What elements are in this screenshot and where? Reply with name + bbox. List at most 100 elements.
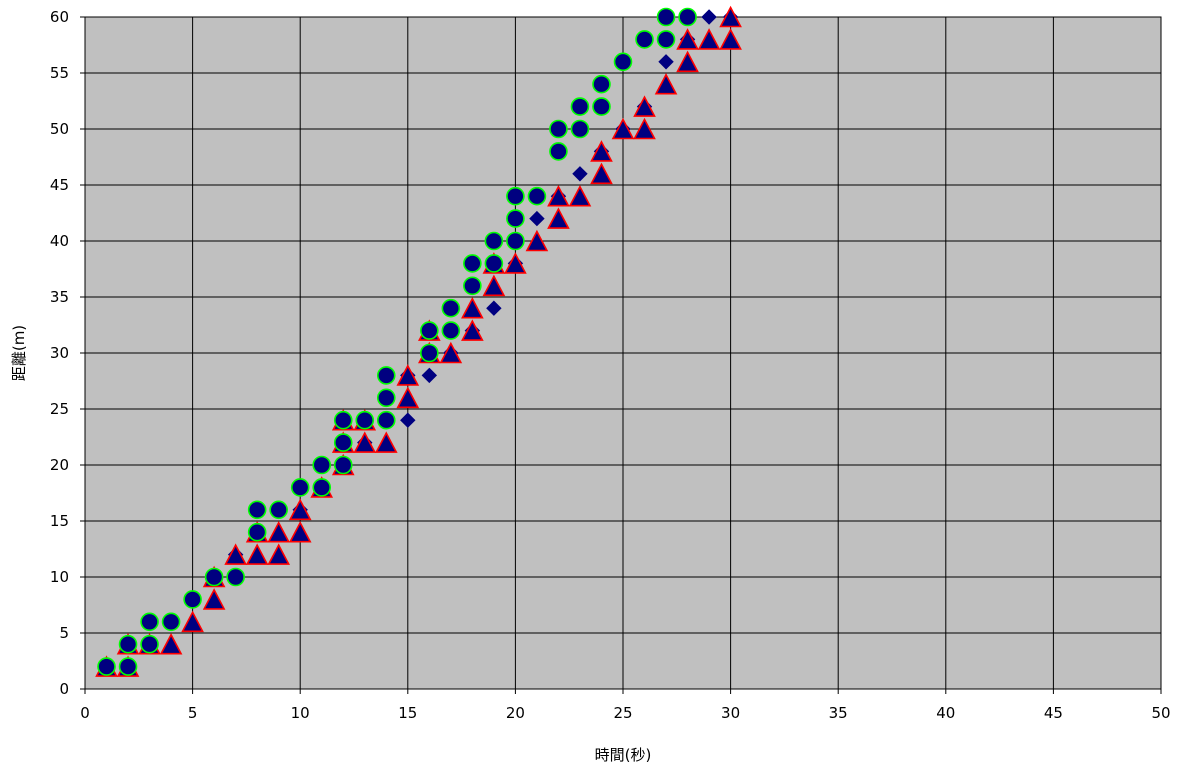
triangle-point — [461, 296, 484, 319]
diamond-point — [486, 300, 502, 316]
circle-point — [506, 186, 525, 206]
circle-point — [140, 634, 159, 654]
circle-point — [333, 455, 353, 475]
triangle-point — [697, 28, 721, 50]
y-tick-label: 60 — [50, 8, 69, 26]
circle-point — [140, 612, 159, 632]
circle-point — [312, 455, 332, 475]
circle-point — [635, 30, 654, 49]
circle-point — [484, 254, 504, 273]
triangle-point — [245, 543, 269, 565]
circle-point — [463, 254, 482, 273]
circle-point — [463, 276, 482, 296]
triangle-point — [547, 184, 570, 207]
circle-point — [312, 478, 332, 497]
circle-point — [204, 567, 224, 587]
circle-point — [333, 410, 353, 430]
triangle-point — [719, 5, 742, 28]
diamond-point — [400, 412, 416, 428]
triangle-point — [482, 274, 506, 297]
triangle-point — [396, 364, 420, 386]
triangle-point — [590, 162, 613, 185]
x-tick-label: 5 — [188, 704, 198, 722]
circle-point — [183, 590, 202, 609]
circle-point — [290, 478, 310, 497]
x-axis-title: 時間(秒) — [595, 746, 652, 764]
circle-point — [484, 231, 504, 251]
circle-point — [247, 522, 267, 542]
diamond-point — [421, 367, 438, 384]
triangle-point — [374, 431, 398, 453]
triangle-point — [654, 72, 678, 95]
circle-point — [333, 433, 353, 452]
triangle-point — [676, 28, 699, 50]
triangle-point — [547, 207, 570, 229]
y-tick-label: 15 — [50, 512, 69, 530]
triangle-point — [267, 520, 291, 543]
y-tick-label: 55 — [50, 64, 69, 82]
circle-point — [506, 231, 525, 251]
diamond-point — [572, 166, 588, 182]
y-tick-label: 40 — [50, 232, 69, 250]
y-tick-label: 5 — [59, 624, 69, 642]
y-tick-label: 30 — [50, 344, 69, 362]
circle-point — [527, 186, 547, 206]
x-tick-label: 15 — [398, 704, 417, 722]
circle-point — [613, 52, 633, 72]
circle-point — [355, 410, 375, 430]
circle-point — [97, 657, 116, 676]
circle-point — [420, 321, 439, 340]
triangle-point — [224, 543, 247, 565]
x-tick-label: 45 — [1044, 704, 1063, 722]
circle-point — [247, 500, 267, 520]
data-points — [95, 5, 742, 677]
y-tick-label: 35 — [50, 288, 69, 306]
x-tick-label: 25 — [613, 704, 632, 722]
triangle-point — [719, 28, 742, 50]
circle-point — [592, 74, 611, 94]
circle-point — [118, 657, 138, 676]
x-tick-label: 50 — [1151, 704, 1170, 722]
circle-point — [269, 500, 288, 520]
circle-point — [592, 97, 611, 116]
triangle-point — [202, 588, 226, 610]
triangle-point — [633, 117, 656, 140]
x-tick-label: 35 — [829, 704, 848, 722]
circle-point — [161, 612, 181, 632]
diamond-point — [529, 210, 545, 227]
triangle-point — [288, 498, 312, 521]
triangle-point — [353, 431, 377, 453]
triangle-point — [181, 610, 204, 633]
circle-point — [420, 343, 439, 363]
circle-point — [656, 7, 676, 27]
y-tick-label: 45 — [50, 176, 69, 194]
triangle-point — [396, 386, 420, 409]
diamond-point — [658, 54, 674, 70]
y-tick-label: 50 — [50, 120, 69, 138]
triangle-point — [439, 341, 463, 364]
triangle-point — [611, 117, 635, 140]
diamond-point — [701, 9, 717, 25]
x-tick-label: 10 — [291, 704, 310, 722]
circle-point — [226, 567, 245, 587]
triangle-point — [159, 632, 183, 655]
circle-point — [118, 634, 138, 654]
circle-point — [549, 142, 568, 161]
circle-point — [376, 366, 396, 385]
circle-point — [441, 321, 461, 340]
triangle-point — [568, 184, 592, 207]
series-circle — [97, 7, 697, 676]
circle-point — [678, 7, 697, 27]
circle-point — [376, 410, 396, 430]
circle-point — [549, 119, 568, 139]
x-tick-label: 0 — [80, 704, 90, 722]
triangle-point — [461, 319, 484, 341]
x-tick-label: 40 — [936, 704, 955, 722]
circle-point — [441, 298, 461, 318]
y-tick-label: 10 — [50, 568, 69, 586]
triangle-point — [267, 543, 291, 565]
y-tick-label: 20 — [50, 456, 69, 474]
triangle-point — [288, 520, 312, 543]
triangle-point — [504, 252, 527, 274]
